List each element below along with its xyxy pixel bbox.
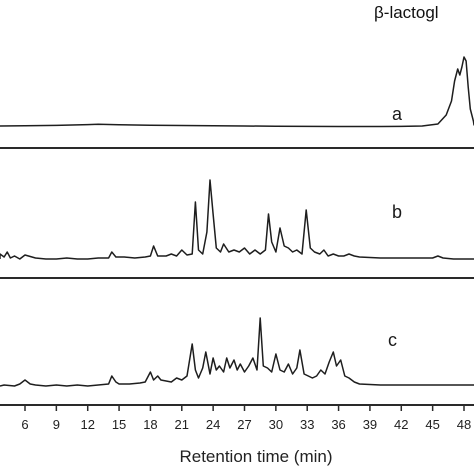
x-tick-label-15: 15 <box>112 417 126 432</box>
beta-lactoglobulin-annotation: β-lactogl <box>374 3 439 22</box>
x-tick-label-42: 42 <box>394 417 408 432</box>
x-axis-title: Retention time (min) <box>179 447 332 466</box>
x-tick-label-39: 39 <box>363 417 377 432</box>
x-tick-label-9: 9 <box>53 417 60 432</box>
x-tick-label-45: 45 <box>425 417 439 432</box>
panel-c: c <box>0 317 474 387</box>
panel-label-b: b <box>392 202 402 222</box>
x-tick-label-12: 12 <box>80 417 94 432</box>
trace-a <box>0 56 474 128</box>
x-axis-ticks: 6 9 12 15 18 21 24 27 30 33 36 39 42 45 48 <box>21 405 471 432</box>
panel-label-a: a <box>392 104 403 124</box>
x-tick-label-21: 21 <box>175 417 189 432</box>
panel-b: b <box>0 179 474 260</box>
panel-label-c: c <box>388 330 397 350</box>
x-tick-label-27: 27 <box>237 417 251 432</box>
panel-a: a <box>0 56 474 128</box>
x-tick-label-36: 36 <box>331 417 345 432</box>
x-tick-label-33: 33 <box>300 417 314 432</box>
x-tick-label-18: 18 <box>143 417 157 432</box>
x-tick-label-6: 6 <box>21 417 28 432</box>
x-tick-label-30: 30 <box>269 417 283 432</box>
x-tick-label-24: 24 <box>206 417 220 432</box>
x-tick-label-48: 48 <box>457 417 471 432</box>
trace-c <box>0 317 474 387</box>
trace-b <box>0 179 474 260</box>
